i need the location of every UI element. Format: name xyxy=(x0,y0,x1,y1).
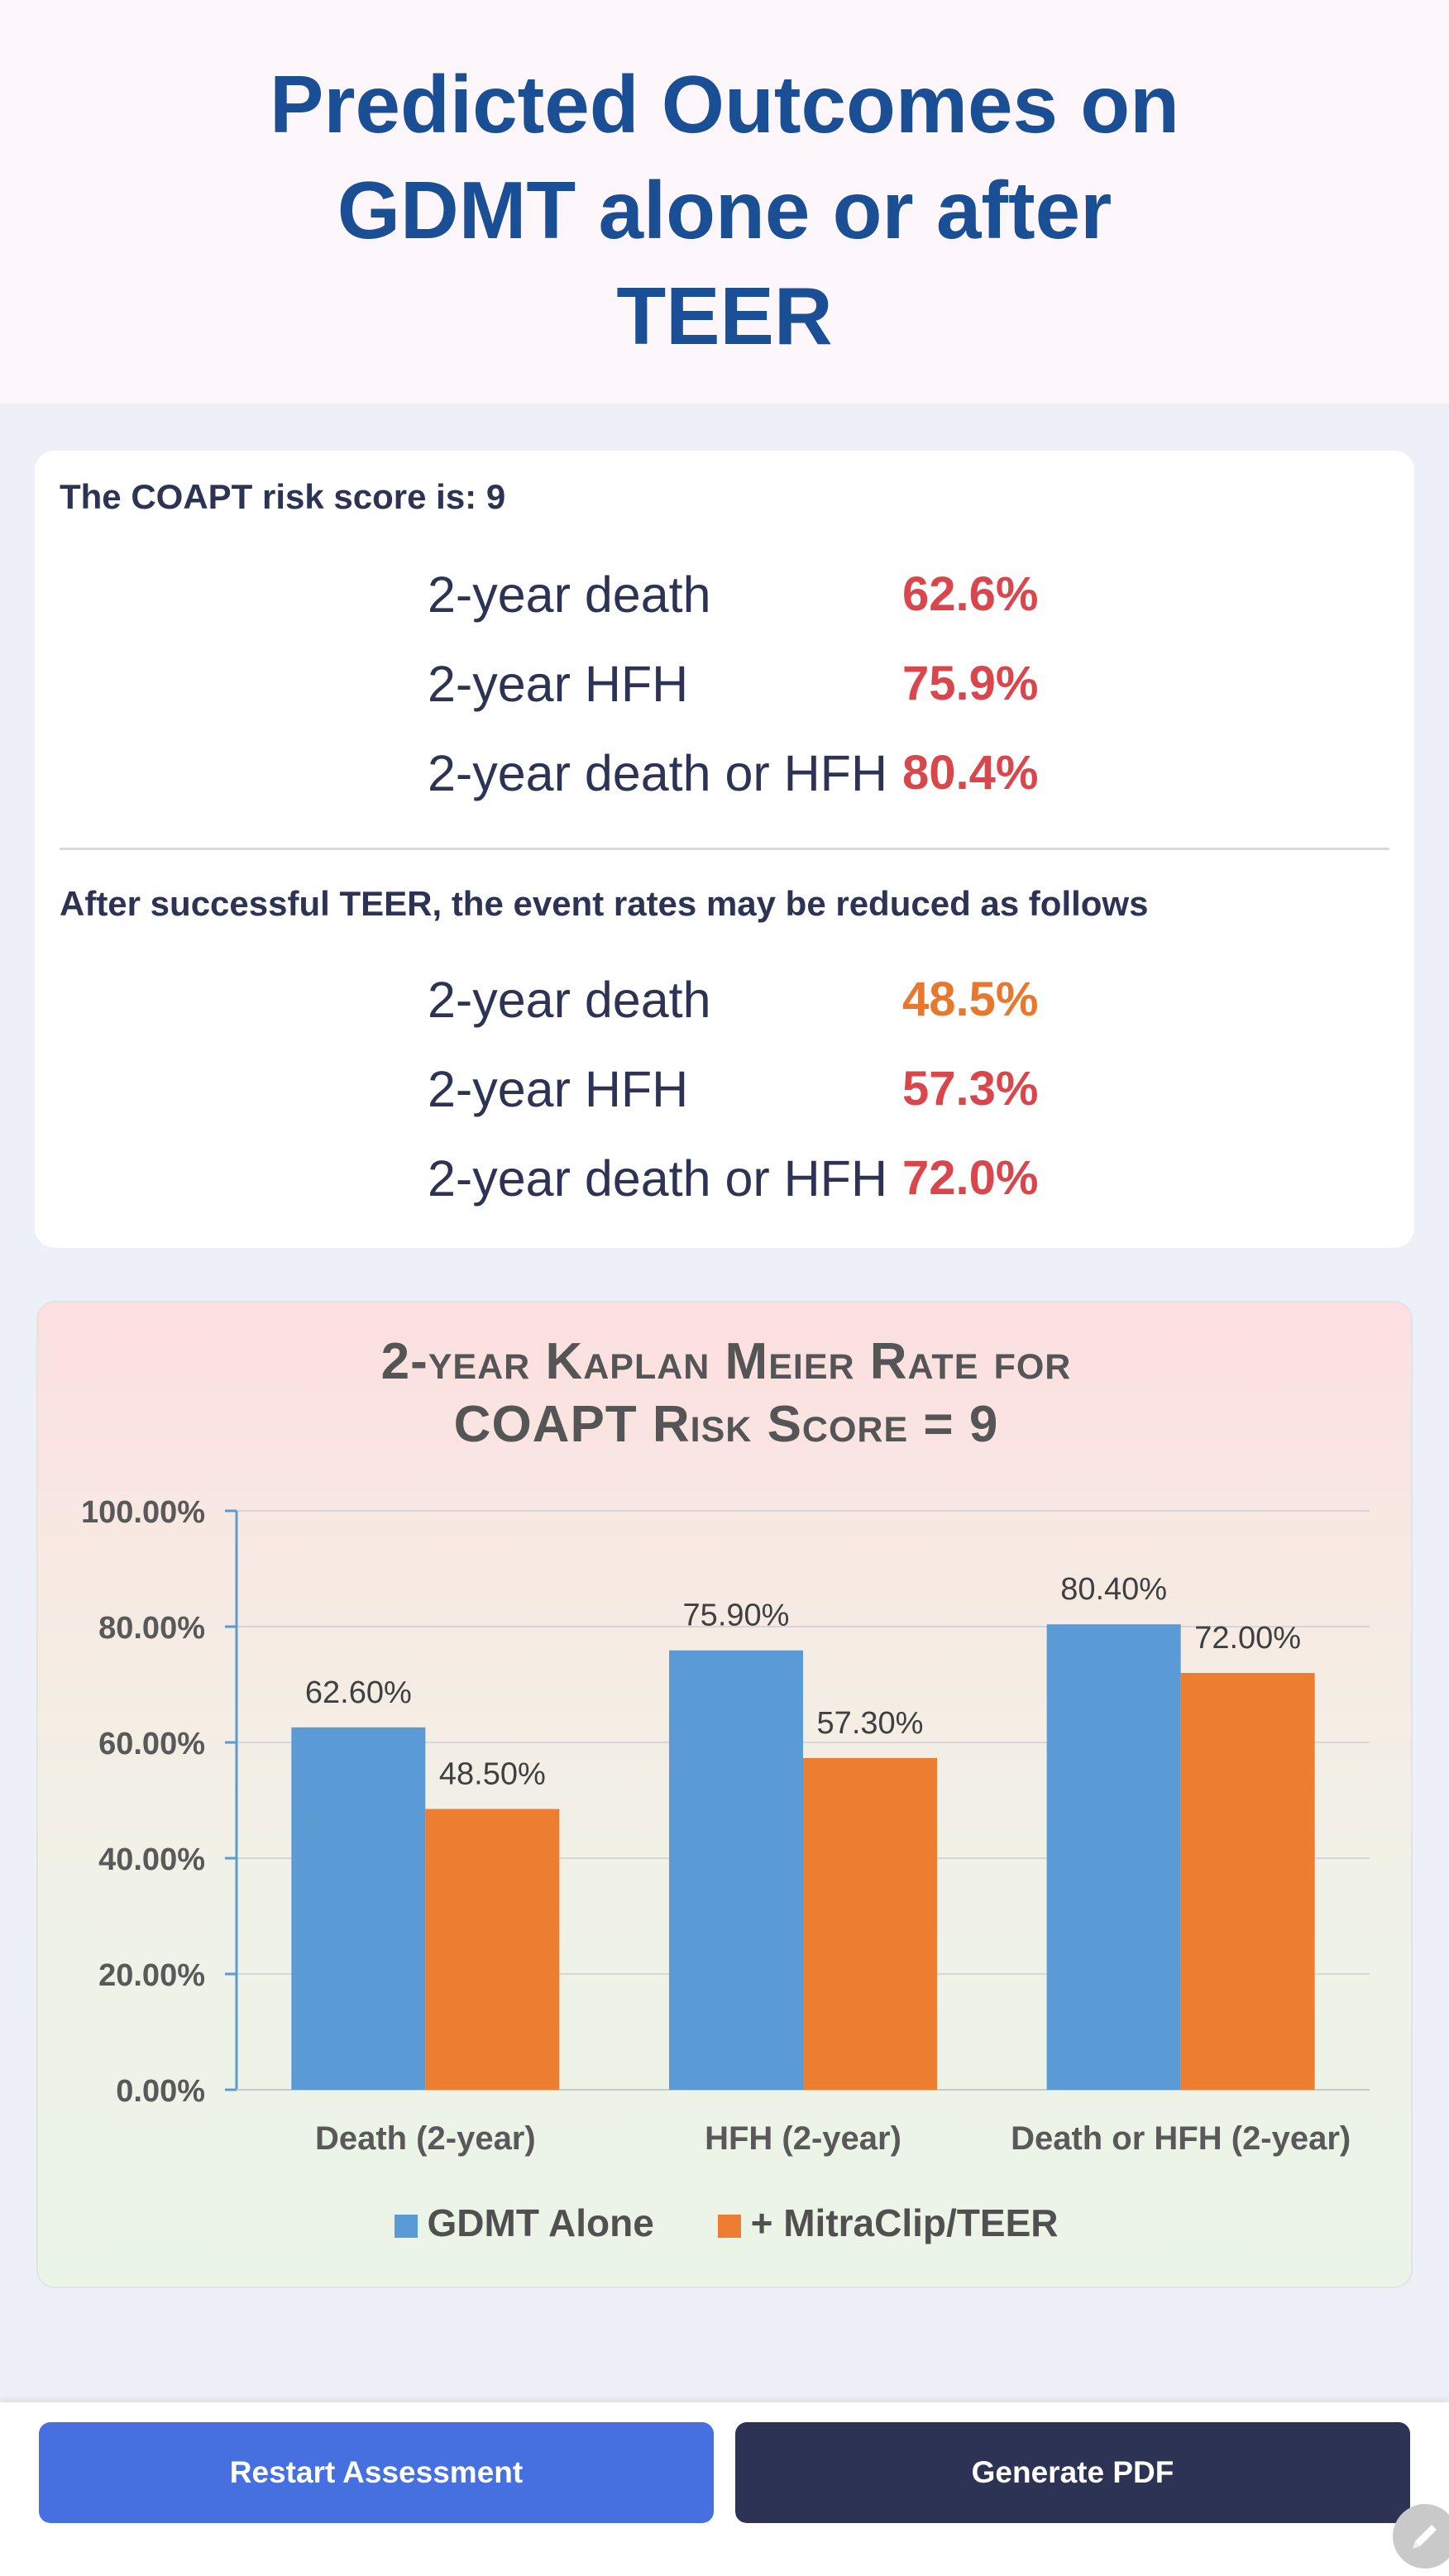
km-chart-card: 2-year Kaplan Meier Rate for COAPT Risk … xyxy=(36,1301,1413,2288)
result-value: 48.5% xyxy=(902,973,1039,1026)
result-label: 2-year death xyxy=(428,972,711,1028)
y-tick-label: 0.00% xyxy=(116,2074,205,2109)
page-header: Predicted Outcomes on GDMT alone or afte… xyxy=(0,0,1449,404)
legend-swatch-gdmt xyxy=(394,2214,418,2238)
bar xyxy=(1046,1624,1181,2090)
y-tick-label: 100.00% xyxy=(81,1495,205,1530)
data-label: 62.60% xyxy=(305,1675,412,1710)
page-title-line: Predicted Outcomes on xyxy=(269,59,1179,150)
result-label: 2-year HFH xyxy=(428,1061,689,1117)
data-label: 75.90% xyxy=(683,1599,790,1633)
y-tick-label: 80.00% xyxy=(98,1611,205,1646)
pencil-icon xyxy=(1413,2525,1437,2549)
page-title-line: GDMT alone or after xyxy=(337,165,1112,256)
bar xyxy=(669,1650,803,2090)
data-label: 48.50% xyxy=(439,1757,546,1792)
teer-row-death-or-hfh: 2-year death or HFH 72.0% xyxy=(428,1134,1172,1223)
section-divider xyxy=(60,848,1389,850)
data-label: 57.30% xyxy=(817,1706,924,1741)
x-category-label: Death (2-year) xyxy=(315,2120,536,2157)
y-tick-label: 20.00% xyxy=(98,1958,205,1993)
teer-row-hfh: 2-year HFH 57.3% xyxy=(428,1044,1172,1134)
bar-chart: 0.00% 20.00% 40.00% 60.00% 80.00% 100.00% 62.6… xyxy=(81,1495,1370,2157)
y-tick-label: 40.00% xyxy=(98,1842,205,1877)
legend-swatch-teer xyxy=(717,2214,741,2238)
baseline-row-hfh: 2-year HFH 75.9% xyxy=(428,639,1172,729)
legend-item-gdmt: GDMT Alone xyxy=(394,2201,654,2245)
teer-heading: After successful TEER, the event rates m… xyxy=(60,884,1149,923)
chart-title: 2-year Kaplan Meier Rate for COAPT Risk … xyxy=(38,1331,1411,1456)
page-title: Predicted Outcomes on GDMT alone or afte… xyxy=(0,51,1449,369)
baseline-row-death: 2-year death 62.6% xyxy=(428,550,1172,639)
data-label: 72.00% xyxy=(1194,1621,1301,1656)
teer-row-death: 2-year death 48.5% xyxy=(428,955,1172,1044)
bar xyxy=(1180,1673,1315,2090)
result-value: 80.4% xyxy=(902,746,1039,800)
results-card: The COAPT risk score is: 9 2-year death … xyxy=(35,451,1414,1248)
result-label: 2-year HFH xyxy=(428,656,689,712)
restart-assessment-button[interactable]: Restart Assessment xyxy=(39,2422,714,2523)
result-label: 2-year death xyxy=(428,566,711,623)
chart-legend: GDMT Alone + MitraClip/TEER xyxy=(38,2197,1411,2245)
legend-label: GDMT Alone xyxy=(427,2201,654,2244)
footer-bar: Restart Assessment Generate PDF xyxy=(0,2402,1449,2576)
data-label: 80.40% xyxy=(1060,1572,1167,1607)
bar xyxy=(291,1727,426,2090)
result-label: 2-year death or HFH xyxy=(428,745,887,801)
baseline-row-death-or-hfh: 2-year death or HFH 80.4% xyxy=(428,729,1172,818)
chart-title-line: COAPT Risk Score = 9 xyxy=(453,1396,999,1453)
result-value: 57.3% xyxy=(902,1062,1039,1116)
result-value: 72.0% xyxy=(902,1151,1039,1205)
result-value: 75.9% xyxy=(902,657,1039,710)
bar xyxy=(803,1757,937,2090)
generate-pdf-button[interactable]: Generate PDF xyxy=(735,2422,1410,2523)
risk-score-heading: The COAPT risk score is: 9 xyxy=(60,477,506,516)
y-tick-label: 60.00% xyxy=(98,1727,205,1761)
chart-title-line: 2-year Kaplan Meier Rate for xyxy=(380,1333,1072,1390)
legend-item-teer: + MitraClip/TEER xyxy=(717,2201,1059,2245)
edit-button[interactable] xyxy=(1393,2504,1449,2569)
x-category-label: HFH (2-year) xyxy=(705,2120,901,2157)
x-category-label: Death or HFH (2-year) xyxy=(1011,2120,1351,2157)
legend-label: + MitraClip/TEER xyxy=(750,2201,1059,2244)
result-label: 2-year death or HFH xyxy=(428,1150,887,1207)
page-title-line: TEER xyxy=(616,270,833,361)
bar xyxy=(425,1809,560,2090)
result-value: 62.6% xyxy=(902,567,1039,621)
